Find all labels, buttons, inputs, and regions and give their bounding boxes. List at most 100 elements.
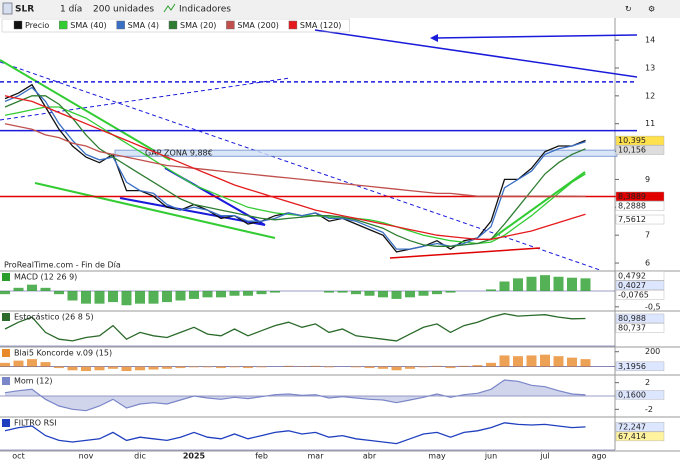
price-tag-label: 0,4027 — [618, 281, 646, 290]
bar — [378, 367, 388, 369]
bar — [459, 366, 469, 367]
bar — [365, 291, 375, 296]
bar — [216, 291, 226, 297]
bar — [14, 361, 24, 367]
bar — [68, 291, 78, 301]
bar — [432, 366, 442, 367]
legend-label: Precio — [25, 21, 49, 30]
bar — [108, 291, 118, 302]
bar — [41, 288, 51, 291]
bar — [473, 365, 483, 366]
x-tick-label: nov — [79, 452, 94, 461]
price-tag-label: 0,4792 — [618, 271, 646, 280]
panel-title: Blai5 Koncorde v.09 (15) — [14, 349, 112, 358]
bar — [419, 291, 429, 296]
bar — [270, 291, 280, 293]
x-tick-label: feb — [255, 452, 268, 461]
bar — [243, 367, 253, 368]
price-tag-label: 10,156 — [618, 146, 646, 155]
source-note: ProRealTime.com - Fin de Día — [4, 261, 121, 270]
y-tick-label: 9 — [645, 175, 650, 184]
bar — [81, 291, 91, 304]
symbol-icon[interactable] — [3, 3, 12, 14]
bar — [338, 291, 348, 293]
bar — [203, 367, 213, 368]
bar — [486, 363, 496, 367]
panel-title-box — [2, 349, 10, 357]
legend-label: SMA (40) — [70, 21, 106, 30]
bar — [405, 367, 415, 369]
bar — [189, 291, 199, 299]
bar — [257, 367, 267, 368]
bar — [527, 277, 537, 291]
bar — [432, 291, 442, 294]
bar — [392, 367, 402, 371]
bar — [324, 291, 334, 293]
indicators-button[interactable]: Indicadores — [179, 5, 231, 15]
x-tick-label: dic — [134, 452, 146, 461]
legend-swatch — [59, 21, 67, 29]
price-tag-label: 8,2888 — [618, 201, 646, 210]
bar — [378, 291, 388, 297]
bar — [122, 367, 132, 371]
bar — [162, 291, 172, 302]
bar — [513, 278, 523, 291]
bar — [189, 367, 199, 368]
legend-swatch — [289, 21, 297, 29]
bar — [68, 367, 78, 371]
bar — [41, 362, 51, 366]
legend-swatch — [14, 21, 22, 29]
bar — [540, 275, 550, 291]
y-tick-label: 2 — [645, 378, 650, 387]
bar — [257, 291, 267, 294]
bar — [486, 289, 496, 291]
bar — [554, 277, 564, 291]
legend-swatch — [117, 21, 125, 29]
trendline — [0, 60, 170, 160]
bar — [135, 291, 145, 304]
bar — [324, 367, 334, 368]
bar — [176, 367, 186, 368]
bar — [513, 356, 523, 366]
bar — [149, 291, 159, 304]
line-series — [5, 96, 586, 247]
bar — [581, 278, 591, 291]
refresh-icon[interactable]: ↻ — [625, 5, 632, 14]
panel-title: FILTRO RSI — [14, 419, 57, 428]
line-series — [5, 107, 586, 244]
price-tag-label: 10,395 — [618, 136, 646, 145]
price-tag-label: 3,1956 — [618, 362, 646, 371]
bar — [54, 367, 64, 368]
units[interactable]: 200 unidades — [93, 5, 154, 15]
bar — [405, 291, 415, 297]
x-tick-label: mar — [308, 452, 325, 461]
x-tick-label: may — [428, 452, 446, 461]
bar — [567, 278, 577, 291]
x-tick-label: abr — [363, 452, 377, 461]
bar — [567, 358, 577, 367]
y-tick-label: 200 — [645, 347, 660, 356]
bar — [54, 291, 64, 294]
y-tick-label: -2 — [645, 405, 653, 414]
period[interactable]: 1 día — [60, 5, 82, 15]
bar — [0, 363, 10, 367]
trendline — [390, 248, 540, 258]
y-tick-label: 6 — [645, 259, 650, 268]
trendline — [0, 62, 600, 270]
y-tick-label: 14 — [645, 36, 655, 45]
bar — [351, 367, 361, 368]
bar — [540, 355, 550, 367]
bar — [27, 359, 37, 366]
bar — [284, 366, 294, 367]
settings-icon[interactable]: ⚙ — [648, 5, 655, 14]
arrow-head — [430, 34, 438, 42]
price-tag-label: 7,5612 — [618, 215, 646, 224]
price-tag-label: 80,737 — [618, 323, 646, 332]
panel-title-box — [2, 273, 10, 281]
bar — [243, 291, 253, 296]
bar — [311, 366, 321, 367]
symbol[interactable]: SLR — [15, 5, 34, 15]
bar — [176, 291, 186, 301]
bar — [27, 285, 37, 291]
bar — [14, 288, 24, 291]
